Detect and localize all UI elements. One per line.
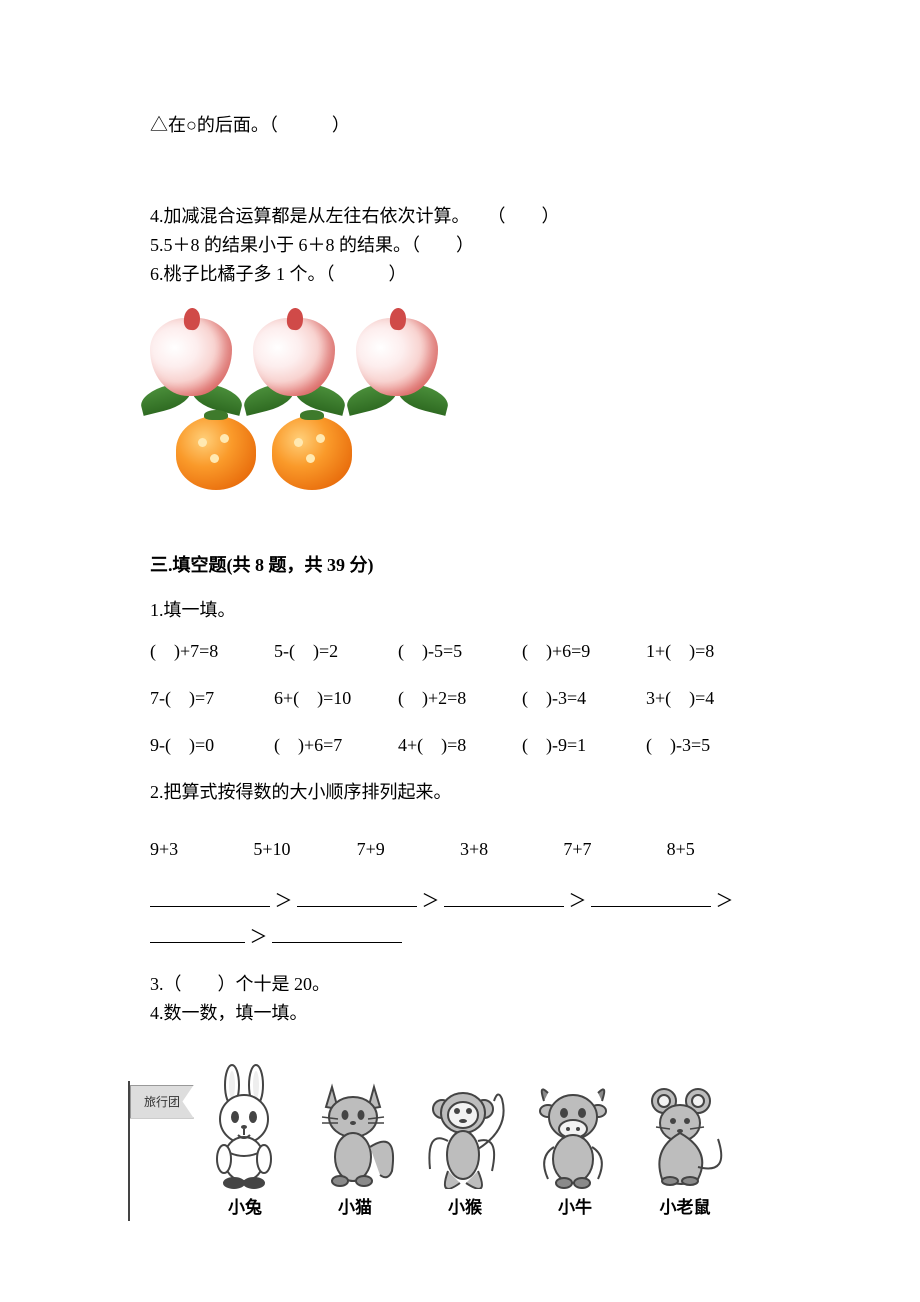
peach-icon <box>144 312 239 412</box>
question-5: 5.5＋8 的结果小于 6＋8 的结果。（ ） <box>150 232 770 259</box>
cow-icon <box>528 1079 623 1189</box>
ordering-blank <box>297 887 417 907</box>
ordering-blank <box>150 887 270 907</box>
rabbit-icon <box>202 1063 288 1189</box>
equation-cell: 7-( )=7 <box>150 685 274 712</box>
equation-cell: ( )-5=5 <box>398 638 522 665</box>
equation-cell: ( )+6=9 <box>522 638 646 665</box>
expression-cell: 9+3 <box>150 836 253 863</box>
s3-q1-equations: ( )+7=85-( )=2( )-5=5( )+6=91+( )=8 7-( )… <box>150 638 770 759</box>
flag-icon: 旅行团 <box>130 1085 194 1119</box>
equation-cell: 3+( )=4 <box>646 685 770 712</box>
animal-label-mouse: 小老鼠 <box>660 1195 711 1221</box>
s3-q2-expressions: 9+35+107+93+87+78+5 <box>150 836 770 863</box>
orange-icon <box>272 416 352 490</box>
equation-cell: ( )-3=5 <box>646 732 770 759</box>
question-6: 6.桃子比橘子多 1 个。（ ） <box>150 261 770 288</box>
expression-cell: 7+9 <box>357 836 460 863</box>
mouse-icon <box>638 1079 733 1189</box>
equation-row: 9-( )=0( )+6=74+( )=8( )-9=1( )-3=5 <box>150 732 770 759</box>
monkey-icon <box>418 1079 513 1189</box>
s3-q2-ordering-blanks: ＞ ＞ ＞ ＞ ＞ <box>150 883 770 955</box>
equation-cell: ( )+6=7 <box>274 732 398 759</box>
expression-cell: 8+5 <box>667 836 770 863</box>
peach-icon <box>247 312 342 412</box>
equation-row: 7-( )=76+( )=10( )+2=8( )-3=43+( )=4 <box>150 685 770 712</box>
equation-cell: ( )+7=8 <box>150 638 274 665</box>
expression-cell: 3+8 <box>460 836 563 863</box>
equation-row: ( )+7=85-( )=2( )-5=5( )+6=91+( )=8 <box>150 638 770 665</box>
animal-label-monkey: 小猴 <box>448 1195 482 1221</box>
equation-cell: ( )-9=1 <box>522 732 646 759</box>
s3-q2-title: 2.把算式按得数的大小顺序排列起来。 <box>150 779 770 806</box>
cat-icon <box>308 1079 403 1189</box>
s3-q1-title: 1.填一填。 <box>150 597 770 624</box>
equation-cell: 1+( )=8 <box>646 638 770 665</box>
animal-label-rabbit: 小兔 <box>228 1195 262 1221</box>
expression-cell: 5+10 <box>253 836 356 863</box>
equation-cell: ( )+2=8 <box>398 685 522 712</box>
question-4: 4.加减混合运算都是从左往右依次计算。 （ ） <box>150 203 770 230</box>
ordering-blank <box>150 923 245 943</box>
equation-cell: 5-( )=2 <box>274 638 398 665</box>
question-triangle-circle: △在○的后面。（ ） <box>150 112 770 139</box>
equation-cell: ( )-3=4 <box>522 685 646 712</box>
orange-icon <box>176 416 256 490</box>
ordering-blank <box>272 923 402 943</box>
equation-cell: 4+( )=8 <box>398 732 522 759</box>
section-3-header: 三.填空题(共 8 题，共 39 分) <box>150 552 770 579</box>
equation-cell: 6+( )=10 <box>274 685 398 712</box>
equation-cell: 9-( )=0 <box>150 732 274 759</box>
expression-cell: 7+7 <box>563 836 666 863</box>
fruit-illustration <box>150 312 770 490</box>
s3-q3: 3.（ ）个十是 20。 <box>150 971 770 998</box>
animals-illustration: 旅行团 <box>120 1063 770 1221</box>
animal-label-cow: 小牛 <box>558 1195 592 1221</box>
peach-icon <box>350 312 445 412</box>
s3-q4-title: 4.数一数，填一填。 <box>150 1000 770 1027</box>
ordering-blank <box>444 887 564 907</box>
ordering-blank <box>591 887 711 907</box>
animal-label-cat: 小猫 <box>338 1195 372 1221</box>
